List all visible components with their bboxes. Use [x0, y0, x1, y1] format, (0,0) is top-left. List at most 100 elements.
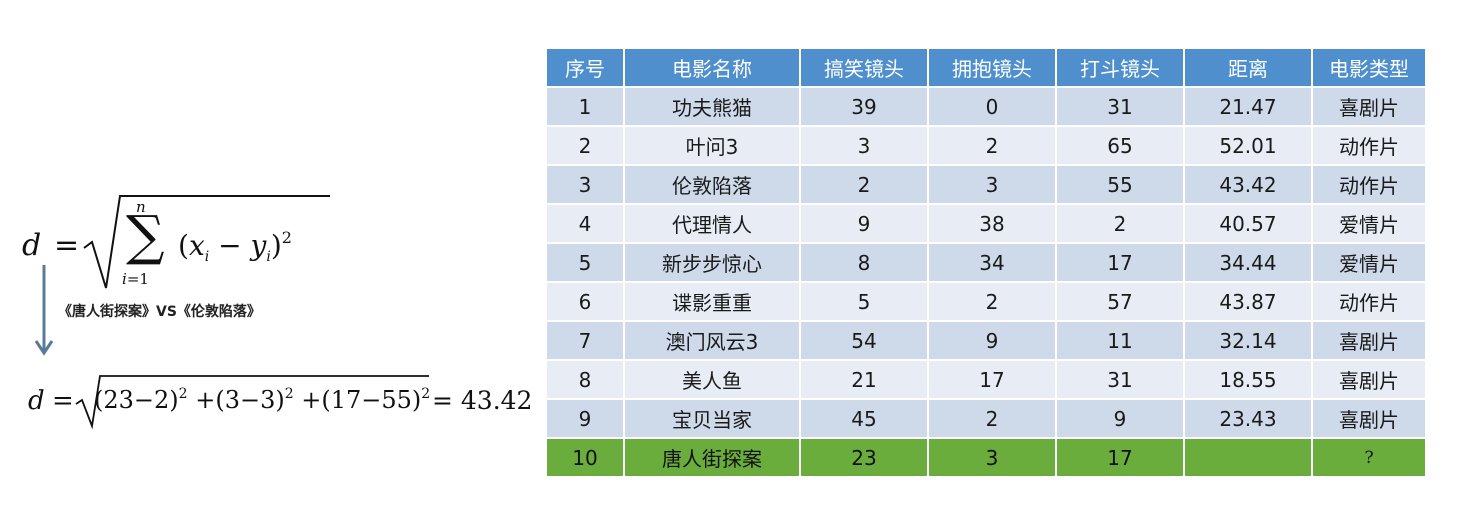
cell-index: 4 — [545, 203, 625, 244]
cell-hug-shots: 9 — [927, 320, 1057, 361]
cell-hug-shots: 34 — [927, 242, 1057, 283]
worked-lhs: d — [28, 386, 45, 416]
cell-distance: 43.42 — [1183, 164, 1313, 205]
cell-distance: 34.44 — [1183, 242, 1313, 283]
cell-distance: 18.55 — [1183, 359, 1313, 400]
cell-movie-name: 澳门风云3 — [623, 320, 801, 361]
table-row: 2 叶问3 3 2 65 52.01 动作片 — [545, 125, 1427, 166]
cell-movie-name: 代理情人 — [623, 203, 801, 244]
down-arrow-icon — [34, 265, 54, 356]
worked-equals: = — [52, 386, 74, 416]
cell-fight-shots: 17 — [1055, 242, 1185, 283]
cell-hug-shots: 17 — [927, 359, 1057, 400]
cell-index: 8 — [545, 359, 625, 400]
query-row: 10 唐人街探案 23 3 17 ? — [545, 437, 1427, 478]
cell-movie-name: 唐人街探案 — [623, 437, 801, 478]
cell-distance: 23.43 — [1183, 398, 1313, 439]
cell-movie-type: 动作片 — [1311, 125, 1427, 166]
cell-movie-type-unknown: ? — [1311, 437, 1427, 478]
cell-funny-shots: 45 — [799, 398, 929, 439]
formula-body: (xi − yi)2 — [178, 228, 292, 265]
worked-result: = 43.42 — [432, 386, 533, 415]
cell-fight-shots: 65 — [1055, 125, 1185, 166]
table-row: 1 功夫熊猫 39 0 31 21.47 喜剧片 — [545, 86, 1427, 127]
cell-funny-shots: 8 — [799, 242, 929, 283]
worked-radical-icon — [75, 375, 429, 430]
cell-fight-shots: 31 — [1055, 359, 1185, 400]
cell-movie-name: 功夫熊猫 — [623, 86, 801, 127]
worked-distance-formula: d = (23−2)2 +(3−3)2 +(17−55)2 = 43.42 — [28, 372, 532, 430]
cell-index: 3 — [545, 164, 625, 205]
cell-distance: 32.14 — [1183, 320, 1313, 361]
header-movie-name: 电影名称 — [623, 47, 801, 88]
cell-funny-shots: 5 — [799, 281, 929, 322]
cell-funny-shots: 3 — [799, 125, 929, 166]
cell-funny-shots: 9 — [799, 203, 929, 244]
cell-movie-type: 爱情片 — [1311, 203, 1427, 244]
cell-hug-shots: 2 — [927, 281, 1057, 322]
summation-sigma: ∑ — [126, 204, 165, 267]
cell-hug-shots: 3 — [927, 437, 1057, 478]
sum-upper-limit: n — [136, 198, 146, 216]
cell-index: 9 — [545, 398, 625, 439]
cell-fight-shots: 57 — [1055, 281, 1185, 322]
cell-index: 5 — [545, 242, 625, 283]
worked-expression: (23−2)2 +(3−3)2 +(17−55)2 — [94, 386, 431, 414]
table-row: 5 新步步惊心 8 34 17 34.44 爱情片 — [545, 242, 1427, 283]
formula-equals: = — [54, 228, 80, 263]
cell-index: 6 — [545, 281, 625, 322]
cell-distance — [1183, 437, 1313, 478]
table-row: 3 伦敦陷落 2 3 55 43.42 动作片 — [545, 164, 1427, 205]
table-header-row: 序号 电影名称 搞笑镜头 拥抱镜头 打斗镜头 距离 电影类型 — [545, 47, 1427, 88]
cell-movie-name: 新步步惊心 — [623, 242, 801, 283]
cell-fight-shots: 9 — [1055, 398, 1185, 439]
cell-funny-shots: 39 — [799, 86, 929, 127]
cell-distance: 40.57 — [1183, 203, 1313, 244]
cell-movie-name: 叶问3 — [623, 125, 801, 166]
cell-movie-name: 谍影重重 — [623, 281, 801, 322]
cell-movie-name: 伦敦陷落 — [623, 164, 801, 205]
cell-movie-type: 喜剧片 — [1311, 359, 1427, 400]
cell-hug-shots: 2 — [927, 125, 1057, 166]
cell-distance: 52.01 — [1183, 125, 1313, 166]
radical-sign-icon — [83, 195, 330, 289]
cell-distance: 43.87 — [1183, 281, 1313, 322]
cell-distance: 21.47 — [1183, 86, 1313, 127]
cell-hug-shots: 0 — [927, 86, 1057, 127]
table-row: 4 代理情人 9 38 2 40.57 爱情片 — [545, 203, 1427, 244]
cell-movie-name: 宝贝当家 — [623, 398, 801, 439]
table-row: 7 澳门风云3 54 9 11 32.14 喜剧片 — [545, 320, 1427, 361]
header-distance: 距离 — [1183, 47, 1313, 88]
cell-fight-shots: 31 — [1055, 86, 1185, 127]
cell-index: 10 — [545, 437, 625, 478]
cell-fight-shots: 55 — [1055, 164, 1185, 205]
cell-fight-shots: 2 — [1055, 203, 1185, 244]
movie-distance-table: 序号 电影名称 搞笑镜头 拥抱镜头 打斗镜头 距离 电影类型 1 功夫熊猫 39… — [545, 47, 1427, 478]
formula-area: d = ∑ n i=1 (xi − yi)2 《唐人街探案》VS《伦敦陷落》 d… — [0, 0, 540, 522]
cell-hug-shots: 2 — [927, 398, 1057, 439]
header-movie-type: 电影类型 — [1311, 47, 1427, 88]
cell-funny-shots: 21 — [799, 359, 929, 400]
sum-lower-limit: i=1 — [122, 270, 149, 288]
cell-movie-type: 动作片 — [1311, 164, 1427, 205]
table-row: 6 谍影重重 5 2 57 43.87 动作片 — [545, 281, 1427, 322]
euclidean-distance-formula: d = ∑ n i=1 (xi − yi)2 — [22, 192, 330, 292]
cell-index: 1 — [545, 86, 625, 127]
cell-funny-shots: 2 — [799, 164, 929, 205]
cell-index: 7 — [545, 320, 625, 361]
cell-movie-type: 爱情片 — [1311, 242, 1427, 283]
header-funny-shots: 搞笑镜头 — [799, 47, 929, 88]
table-row: 9 宝贝当家 45 2 9 23.43 喜剧片 — [545, 398, 1427, 439]
cell-movie-type: 喜剧片 — [1311, 398, 1427, 439]
cell-funny-shots: 54 — [799, 320, 929, 361]
cell-index: 2 — [545, 125, 625, 166]
cell-movie-name: 美人鱼 — [623, 359, 801, 400]
cell-movie-type: 动作片 — [1311, 281, 1427, 322]
cell-movie-type: 喜剧片 — [1311, 86, 1427, 127]
table-row: 8 美人鱼 21 17 31 18.55 喜剧片 — [545, 359, 1427, 400]
cell-movie-type: 喜剧片 — [1311, 320, 1427, 361]
header-index: 序号 — [545, 47, 625, 88]
cell-hug-shots: 3 — [927, 164, 1057, 205]
cell-fight-shots: 11 — [1055, 320, 1185, 361]
comparison-label: 《唐人街探案》VS《伦敦陷落》 — [58, 304, 261, 320]
